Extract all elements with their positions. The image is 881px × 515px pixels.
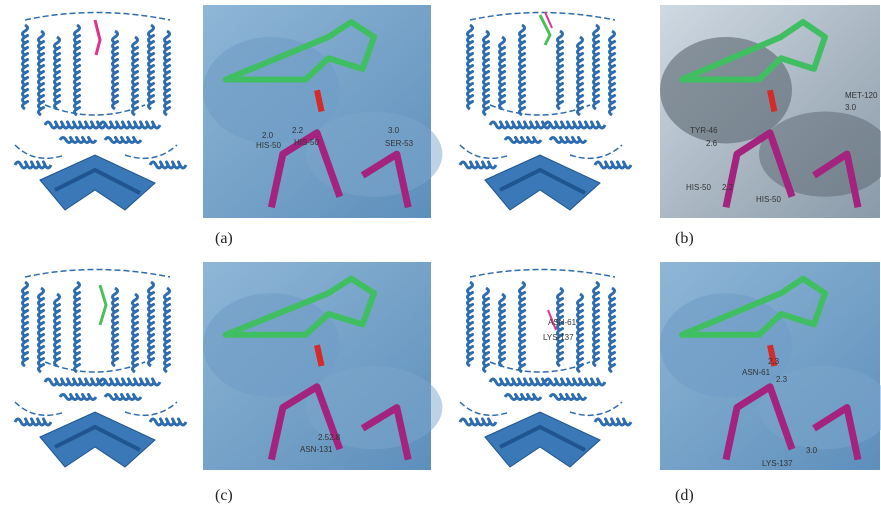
annotation: 2.3	[776, 375, 788, 384]
ligand	[100, 285, 106, 325]
helix	[520, 282, 525, 372]
panel-label: (b)	[675, 230, 694, 247]
annotation: 3.0	[845, 103, 857, 112]
annotation: ASN-131	[300, 445, 333, 454]
helix	[558, 31, 563, 109]
helix	[23, 282, 28, 366]
zoom-view	[203, 5, 442, 218]
panel-label: (c)	[215, 487, 233, 504]
sheet	[485, 155, 600, 210]
helix	[55, 37, 60, 109]
helix	[100, 379, 160, 385]
helix	[545, 122, 605, 128]
helix	[55, 294, 60, 366]
helix	[15, 419, 51, 425]
helix	[468, 282, 473, 366]
figure: (a)(b)(c)(d)2.0HIS-502.2HIS-503.0SER-53T…	[0, 0, 881, 515]
helix	[558, 288, 563, 366]
helix	[23, 25, 28, 109]
helix	[500, 37, 505, 109]
helix	[545, 379, 605, 385]
helix	[165, 288, 170, 372]
helix	[113, 288, 118, 366]
helix	[484, 31, 489, 115]
helix	[105, 138, 141, 143]
helix	[150, 162, 186, 168]
helix	[595, 419, 631, 425]
annotation: HIS-50	[686, 183, 711, 192]
helix	[550, 395, 586, 400]
helix	[165, 31, 170, 115]
helix	[39, 31, 44, 115]
protein-overview	[15, 270, 186, 468]
helix	[100, 122, 160, 128]
helix	[149, 25, 154, 109]
overview-annotation: LYS-137	[543, 333, 574, 342]
annotation: 2.6	[706, 139, 718, 148]
helix	[610, 31, 615, 115]
helix	[460, 419, 496, 425]
helix	[133, 37, 138, 115]
zoom-view	[660, 262, 881, 470]
helix	[505, 138, 541, 143]
protein-overview	[460, 270, 631, 468]
helix	[550, 138, 586, 143]
helix	[60, 395, 96, 400]
helix	[60, 138, 96, 143]
annotation: SER-53	[385, 139, 414, 148]
annotation: 2.2	[722, 183, 734, 192]
sheet	[485, 412, 600, 467]
helix	[75, 25, 80, 115]
annotation: 3.0	[388, 126, 400, 135]
helix	[610, 288, 615, 372]
panel-label: (a)	[215, 230, 233, 247]
helix	[460, 162, 496, 168]
helix	[75, 282, 80, 372]
annotation: 3.0	[806, 446, 818, 455]
helix	[105, 395, 141, 400]
helix	[490, 122, 550, 128]
annotation: HIS-50	[294, 138, 319, 147]
ligand	[95, 20, 100, 55]
sheet	[40, 155, 155, 210]
helix	[15, 162, 51, 168]
annotation: 2.0	[262, 131, 274, 140]
helix	[150, 419, 186, 425]
helix	[39, 288, 44, 372]
helix	[133, 294, 138, 372]
helix	[45, 379, 105, 385]
annotation: LYS-137	[762, 459, 793, 468]
helix	[595, 162, 631, 168]
helix	[500, 294, 505, 366]
annotation: ASN-61	[742, 368, 771, 377]
helix	[594, 282, 599, 366]
helix	[520, 25, 525, 115]
helix	[484, 288, 489, 372]
helix	[45, 122, 105, 128]
annotation: MET-120	[845, 91, 878, 100]
helix	[578, 294, 583, 372]
annotation: 2.2	[292, 126, 304, 135]
panel-label: (d)	[675, 487, 694, 504]
helix	[149, 282, 154, 366]
annotation: HIS-50	[256, 141, 281, 150]
helix	[113, 31, 118, 109]
helix	[505, 395, 541, 400]
sheet	[40, 412, 155, 467]
annotation: HIS-50	[756, 195, 781, 204]
annotation: 2.3	[768, 357, 780, 366]
overview-annotation: ASN-61	[548, 318, 577, 327]
helix	[468, 25, 473, 109]
annotation: TYR-46	[690, 126, 718, 135]
helix	[594, 25, 599, 109]
helix	[578, 37, 583, 115]
helix	[490, 379, 550, 385]
annotation: 2.52.8	[318, 433, 341, 442]
